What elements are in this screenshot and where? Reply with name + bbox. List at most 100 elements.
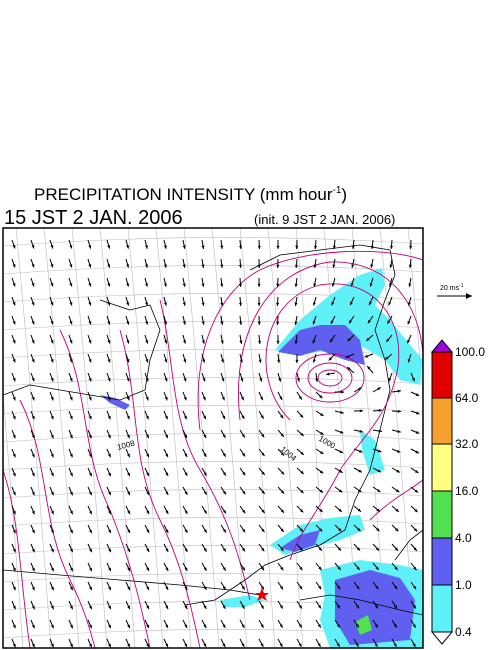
- wind-arrowhead: [347, 337, 351, 342]
- wind-arrowhead: [31, 586, 35, 591]
- wind-arrowhead: [393, 624, 397, 628]
- wind-arrowhead: [88, 453, 92, 458]
- wind-arrowhead: [374, 643, 378, 647]
- colorbar-bin: [431, 397, 453, 445]
- wind-arrowhead: [277, 359, 281, 363]
- wind-arrowhead: [317, 643, 321, 647]
- wind-arrowhead: [69, 624, 73, 629]
- wind-arrowhead: [411, 377, 415, 382]
- wind-arrowhead: [261, 452, 265, 457]
- wind-arrowhead: [31, 624, 35, 629]
- wind-arrowhead: [88, 377, 92, 382]
- wind-arrowhead: [337, 547, 342, 551]
- wind-arrowhead: [88, 624, 92, 629]
- wind-arrowhead: [407, 359, 411, 363]
- wind-arrowhead: [257, 302, 261, 306]
- wind-arrowhead: [144, 245, 148, 249]
- wind-arrowhead: [276, 321, 280, 325]
- wind-arrowhead: [276, 283, 280, 287]
- wind-arrowhead: [202, 396, 206, 401]
- wind-arrowhead: [50, 302, 54, 306]
- wind-arrowhead: [88, 302, 92, 306]
- wind-arrowhead: [164, 359, 168, 363]
- wind-arrowhead: [414, 489, 419, 493]
- coastlines: [3, 244, 423, 616]
- wind-arrowhead: [415, 393, 420, 396]
- wind-arrowhead: [89, 510, 92, 515]
- wind-arrowhead: [165, 586, 169, 591]
- wind-arrowhead: [276, 340, 280, 344]
- wind-arrowhead: [69, 415, 73, 420]
- wind-arrowhead: [69, 643, 73, 648]
- wind-arrowhead: [127, 510, 130, 515]
- init-time: (init. 9 JST 2 JAN. 2006): [254, 212, 395, 227]
- wind-arrowhead: [415, 450, 419, 454]
- wind-arrowhead: [50, 624, 54, 629]
- wind-arrowhead: [239, 340, 243, 344]
- wind-arrowhead: [12, 567, 16, 572]
- wind-arrowhead: [201, 264, 205, 268]
- wind-arrowhead: [69, 340, 73, 344]
- wind-arrowhead: [50, 321, 54, 325]
- wind-arrowhead: [146, 643, 149, 648]
- wind-arrowhead: [203, 491, 207, 495]
- wind-arrowhead: [300, 451, 304, 455]
- wind-arrowhead: [220, 283, 224, 287]
- map-area: 1008 1004 1000: [2, 227, 424, 649]
- wind-arrowhead: [184, 624, 188, 629]
- wind-arrowhead: [395, 489, 400, 493]
- wind-arrowhead: [50, 264, 54, 268]
- wind-arrowhead: [356, 604, 360, 609]
- wind-arrowhead: [88, 434, 92, 439]
- wind-arrowhead: [358, 387, 362, 391]
- wind-arrowhead: [184, 605, 188, 609]
- wind-arrowhead: [12, 586, 16, 591]
- wind-arrowhead: [31, 264, 35, 268]
- wind-arrowhead: [340, 390, 344, 394]
- wind-arrowhead: [279, 643, 283, 647]
- wind-arrowhead: [239, 245, 243, 249]
- wind-arrowhead: [377, 469, 381, 473]
- wind-arrowhead: [69, 548, 73, 553]
- wind-arrowhead: [339, 469, 343, 473]
- wind-arrowhead: [165, 453, 168, 458]
- wind-arrowhead: [395, 508, 399, 512]
- wind-arrowhead: [69, 358, 73, 363]
- wind-arrowhead: [31, 605, 35, 610]
- wind-arrowhead: [164, 415, 168, 420]
- wind-arrowhead: [221, 378, 225, 382]
- wind-arrowhead: [31, 567, 35, 572]
- graticule-line: [71, 228, 108, 648]
- wind-arrowhead: [50, 396, 54, 401]
- wind-arrowhead: [183, 378, 187, 382]
- wind-arrowhead: [146, 567, 150, 572]
- wind-arrowhead: [299, 414, 304, 418]
- wind-arrowhead: [312, 302, 316, 306]
- wind-arrowhead: [69, 491, 73, 496]
- wind-arrowhead: [164, 377, 168, 382]
- wind-arrowhead: [127, 472, 130, 477]
- wind-arrowhead: [184, 586, 188, 590]
- wind-arrowhead: [356, 547, 361, 551]
- wind-arrowhead: [222, 624, 226, 628]
- isobars: [3, 250, 423, 648]
- wind-arrowhead: [222, 586, 226, 590]
- wind-arrowhead: [336, 643, 340, 647]
- wind-arrowhead: [12, 320, 16, 325]
- graticule-line: [3, 461, 423, 471]
- wind-arrowhead: [201, 245, 205, 249]
- wind-arrowhead: [69, 586, 73, 591]
- wind-arrowhead: [318, 585, 322, 590]
- wind-arrowhead: [165, 624, 168, 629]
- wind-arrowhead: [12, 434, 16, 439]
- wind-arrowhead: [339, 430, 344, 434]
- isobar-label: 1000: [317, 434, 337, 451]
- map-frame: [2, 227, 424, 649]
- wind-arrowhead: [203, 434, 207, 439]
- wind-arrowhead: [165, 605, 169, 610]
- wind-arrowhead: [357, 527, 361, 532]
- wind-arrowhead: [50, 643, 54, 648]
- wind-arrowhead: [69, 472, 73, 477]
- wind-arrowhead: [258, 340, 262, 344]
- wind-arrowhead: [203, 510, 207, 514]
